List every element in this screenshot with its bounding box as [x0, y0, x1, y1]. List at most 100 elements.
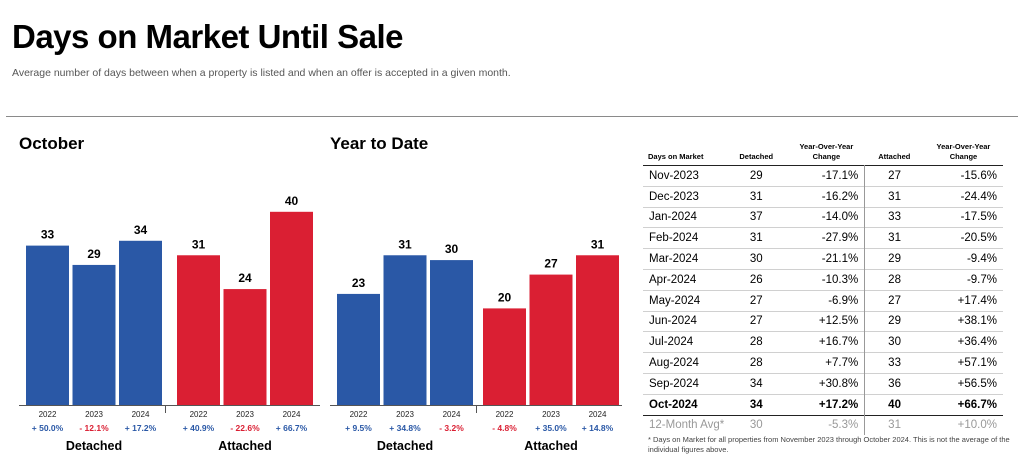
ytd-change-label: + 14.8% [582, 423, 614, 433]
attached-cell: 33 [888, 357, 901, 370]
detached-cell: 26 [749, 273, 763, 286]
month-cell: Mar-2024 [649, 253, 699, 266]
attached-yoy-cell: -9.7% [966, 273, 997, 286]
monthly-table: Days on Market Detached Year-Over-Year C… [643, 142, 1003, 436]
october-bar [223, 289, 267, 405]
avg-detached-yoy: -5.3% [788, 415, 866, 436]
ytd-data-label: 30 [445, 242, 459, 256]
attached-yoy-cell: +57.1% [957, 357, 997, 370]
october-data-label: 33 [41, 228, 55, 242]
attached-cell: 36 [888, 377, 901, 390]
ytd-tick-label: 2023 [542, 410, 560, 419]
attached-cell: 27 [888, 294, 901, 307]
month-cell: Jan-2024 [649, 211, 697, 224]
table-row: Dec-2023 31 -16.2% 31 -24.4% [643, 186, 1003, 208]
detached-cell: 31 [749, 190, 763, 203]
october-tick-label: 2022 [190, 410, 208, 419]
col-header-attached: Attached [878, 152, 911, 161]
detached-cell: 31 [749, 232, 763, 245]
october-change-label: + 66.7% [276, 423, 308, 433]
attached-yoy-cell: +38.1% [957, 315, 997, 328]
month-cell: Jun-2024 [649, 315, 697, 328]
ytd-change-label: + 9.5% [345, 423, 372, 433]
attached-cell: 27 [888, 169, 901, 182]
october-bar [177, 255, 220, 405]
attached-cell: 29 [888, 315, 901, 328]
detached-yoy-cell: +7.7% [788, 352, 866, 374]
month-cell: Oct-2024 [649, 398, 698, 411]
col-header-attached-yoy: Year-Over-Year Change [936, 142, 991, 161]
ytd-change-label: + 34.8% [389, 423, 421, 433]
month-cell: Jul-2024 [649, 336, 694, 349]
avg-attached: 31 [888, 419, 901, 432]
table-row: Feb-2024 31 -27.9% 31 -20.5% [643, 227, 1003, 249]
avg-attached-yoy: +10.0% [957, 419, 997, 432]
attached-yoy-cell: -17.5% [960, 211, 997, 224]
attached-cell: 31 [888, 190, 901, 203]
detached-yoy-cell: +12.5% [788, 311, 866, 332]
ytd-chart-title: Year to Date [330, 134, 429, 153]
ytd-bar [529, 274, 573, 405]
october-tick-label: 2023 [85, 410, 103, 419]
attached-cell: 29 [888, 253, 901, 266]
october-data-label: 29 [87, 247, 101, 261]
october-data-label: 40 [285, 194, 299, 208]
attached-cell: 33 [888, 211, 901, 224]
october-bar [270, 211, 313, 405]
table-row: Aug-2024 28 +7.7% 33 +57.1% [643, 352, 1003, 374]
ytd-bar [576, 255, 619, 405]
detached-yoy-cell: +16.7% [788, 331, 866, 353]
attached-cell: 31 [888, 232, 901, 245]
attached-yoy-cell: -20.5% [960, 232, 997, 245]
avg-label: 12-Month Avg* [649, 419, 725, 432]
october-data-label: 24 [238, 271, 252, 285]
october-bar [119, 240, 162, 405]
october-bar [72, 264, 116, 405]
detached-cell: 37 [749, 211, 763, 224]
october-data-label: 34 [134, 223, 148, 237]
detached-yoy-cell: -14.0% [788, 207, 866, 228]
month-cell: May-2024 [649, 294, 701, 307]
attached-yoy-cell: -9.4% [966, 253, 997, 266]
detached-cell: 34 [749, 377, 763, 390]
detached-cell: 34 [749, 398, 763, 411]
ytd-bar [430, 260, 473, 405]
detached-cell: 30 [749, 253, 763, 266]
ytd-bar [383, 255, 427, 405]
detached-yoy-cell: -17.1% [788, 165, 866, 187]
attached-yoy-cell: +17.4% [957, 294, 997, 307]
october-change-label: - 22.6% [230, 423, 260, 433]
october-tick-label: 2024 [132, 410, 150, 419]
table-row: Mar-2024 30 -21.1% 29 -9.4% [643, 248, 1003, 270]
detached-yoy-cell: -10.3% [788, 269, 866, 291]
detached-cell: 28 [749, 336, 763, 349]
ytd-data-label: 27 [544, 257, 558, 271]
table-row: Jan-2024 37 -14.0% 33 -17.5% [643, 207, 1003, 228]
table-row: Jun-2024 27 +12.5% 29 +38.1% [643, 311, 1003, 332]
ytd-tick-label: 2024 [589, 410, 607, 419]
month-cell: Nov-2023 [649, 169, 699, 182]
october-tick-label: 2022 [39, 410, 57, 419]
ytd-data-label: 31 [398, 237, 412, 251]
ytd-change-label: - 3.2% [439, 423, 464, 433]
october-change-label: + 40.9% [183, 423, 215, 433]
detached-yoy-cell: -16.2% [788, 186, 866, 208]
table-row: Apr-2024 26 -10.3% 28 -9.7% [643, 269, 1003, 291]
table-footnote: * Days on Market for all properties from… [648, 435, 1010, 454]
october-chart-title: October [19, 134, 85, 153]
detached-yoy-cell: -21.1% [788, 248, 866, 270]
table-row: Sep-2024 34 +30.8% 36 +56.5% [643, 373, 1003, 395]
table-header-row: Days on Market Detached Year-Over-Year C… [643, 142, 1003, 166]
detached-yoy-cell: +30.8% [788, 373, 866, 395]
ytd-data-label: 20 [498, 290, 512, 304]
october-group-label: Detached [66, 439, 122, 453]
october-bar [26, 245, 69, 405]
october-change-label: + 50.0% [32, 423, 64, 433]
month-cell: Feb-2024 [649, 232, 699, 245]
ytd-group-label: Attached [524, 439, 577, 453]
october-data-label: 31 [192, 237, 206, 251]
ytd-tick-label: 2022 [350, 410, 368, 419]
ytd-data-label: 31 [591, 237, 605, 251]
page-subtitle: Average number of days between when a pr… [12, 67, 511, 79]
